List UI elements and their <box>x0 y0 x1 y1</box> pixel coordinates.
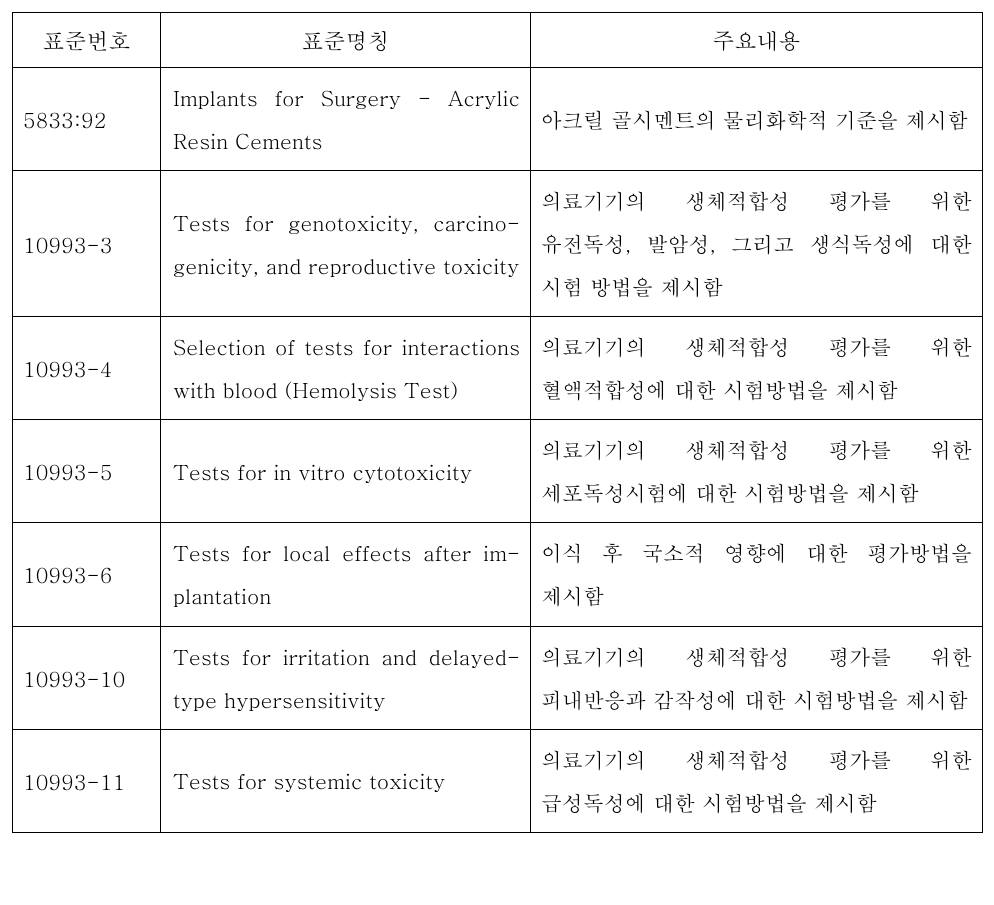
cell-name: Implants for Surgery - Acrylic Resin Cem… <box>161 68 531 171</box>
cell-num: 10993-5 <box>13 420 161 523</box>
col-header-num: 표준번호 <box>13 13 161 68</box>
cell-name: Tests for genotoxicity, carcino­genicity… <box>161 171 531 317</box>
cell-num: 10993-4 <box>13 317 161 420</box>
table-row: 5833:92 Implants for Surgery - Acrylic R… <box>13 68 983 171</box>
cell-desc: 이식 후 국소적 영향에 대한 평가방법을 제시함 <box>531 523 983 626</box>
cell-name: Tests for in vitro cytotoxicity <box>161 420 531 523</box>
cell-num: 10993-11 <box>13 729 161 832</box>
table-row: 10993-4 Selection of tests for inter­act… <box>13 317 983 420</box>
table-row: 10993-11 Tests for systemic toxicity 의료기… <box>13 729 983 832</box>
cell-name: Selection of tests for inter­actions wit… <box>161 317 531 420</box>
cell-desc: 의료기기의 생체적합성 평가를 위한 세포독성시험에 대한 시험방법을 제시함 <box>531 420 983 523</box>
cell-desc: 의료기기의 생체적합성 평가를 위한 혈액적합성에 대한 시험방법을 제시함 <box>531 317 983 420</box>
cell-desc: 의료기기의 생체적합성 평가를 위한 피내반응과 감작성에 대한 시험방법을 제… <box>531 626 983 729</box>
cell-desc: 의료기기의 생체적합성 평가를 위한 급성독성에 대한 시험방법을 제시함 <box>531 729 983 832</box>
cell-name: Tests for local effects after im­plantat… <box>161 523 531 626</box>
cell-num: 10993-3 <box>13 171 161 317</box>
cell-num: 10993-10 <box>13 626 161 729</box>
col-header-desc: 주요내용 <box>531 13 983 68</box>
table-row: 10993-10 Tests for irritation and de­lay… <box>13 626 983 729</box>
cell-name: Tests for irritation and de­layed-type h… <box>161 626 531 729</box>
table-header-row: 표준번호 표준명칭 주요내용 <box>13 13 983 68</box>
col-header-name: 표준명칭 <box>161 13 531 68</box>
table-row: 10993-6 Tests for local effects after im… <box>13 523 983 626</box>
standards-table: 표준번호 표준명칭 주요내용 5833:92 Implants for Surg… <box>12 12 983 833</box>
table-row: 10993-3 Tests for genotoxicity, carcino­… <box>13 171 983 317</box>
cell-desc: 아크릴 골시멘트의 물리화학적 기준을 제시함 <box>531 68 983 171</box>
cell-num: 5833:92 <box>13 68 161 171</box>
cell-desc: 의료기기의 생체적합성 평가를 위한 유전독성, 발암성, 그리고 생식독성에 … <box>531 171 983 317</box>
table-row: 10993-5 Tests for in vitro cytotoxicity … <box>13 420 983 523</box>
cell-num: 10993-6 <box>13 523 161 626</box>
cell-name: Tests for systemic toxicity <box>161 729 531 832</box>
